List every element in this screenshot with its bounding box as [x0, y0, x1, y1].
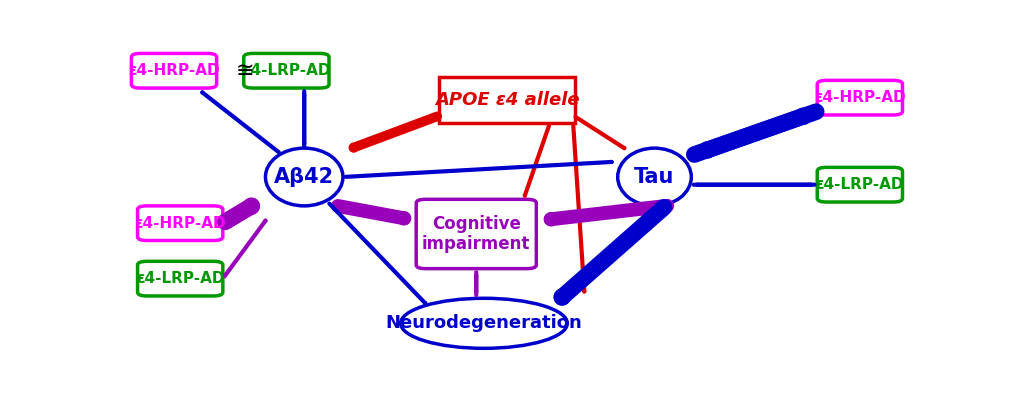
- Ellipse shape: [265, 148, 342, 206]
- FancyBboxPatch shape: [816, 168, 902, 202]
- Text: ε4-LRP-AD: ε4-LRP-AD: [136, 271, 224, 286]
- Text: ≅: ≅: [235, 61, 255, 81]
- Text: ε4-HRP-AD: ε4-HRP-AD: [128, 63, 220, 78]
- FancyBboxPatch shape: [138, 261, 222, 296]
- Text: ε4-LRP-AD: ε4-LRP-AD: [815, 177, 903, 192]
- Text: ε4-HRP-AD: ε4-HRP-AD: [135, 216, 226, 231]
- Text: ε4-HRP-AD: ε4-HRP-AD: [813, 90, 905, 105]
- FancyBboxPatch shape: [816, 80, 902, 115]
- FancyBboxPatch shape: [138, 206, 222, 241]
- Text: Cognitive
impairment: Cognitive impairment: [422, 215, 530, 253]
- Text: ε4-LRP-AD: ε4-LRP-AD: [242, 63, 330, 78]
- FancyBboxPatch shape: [416, 199, 536, 269]
- Text: Aβ42: Aβ42: [274, 167, 334, 187]
- FancyBboxPatch shape: [244, 54, 329, 88]
- FancyBboxPatch shape: [439, 77, 575, 123]
- Text: Neurodegeneration: Neurodegeneration: [385, 314, 582, 332]
- Ellipse shape: [618, 148, 691, 206]
- Ellipse shape: [400, 298, 567, 348]
- Text: Tau: Tau: [634, 167, 674, 187]
- Text: APOE ε4 allele: APOE ε4 allele: [434, 91, 579, 109]
- FancyBboxPatch shape: [131, 54, 216, 88]
